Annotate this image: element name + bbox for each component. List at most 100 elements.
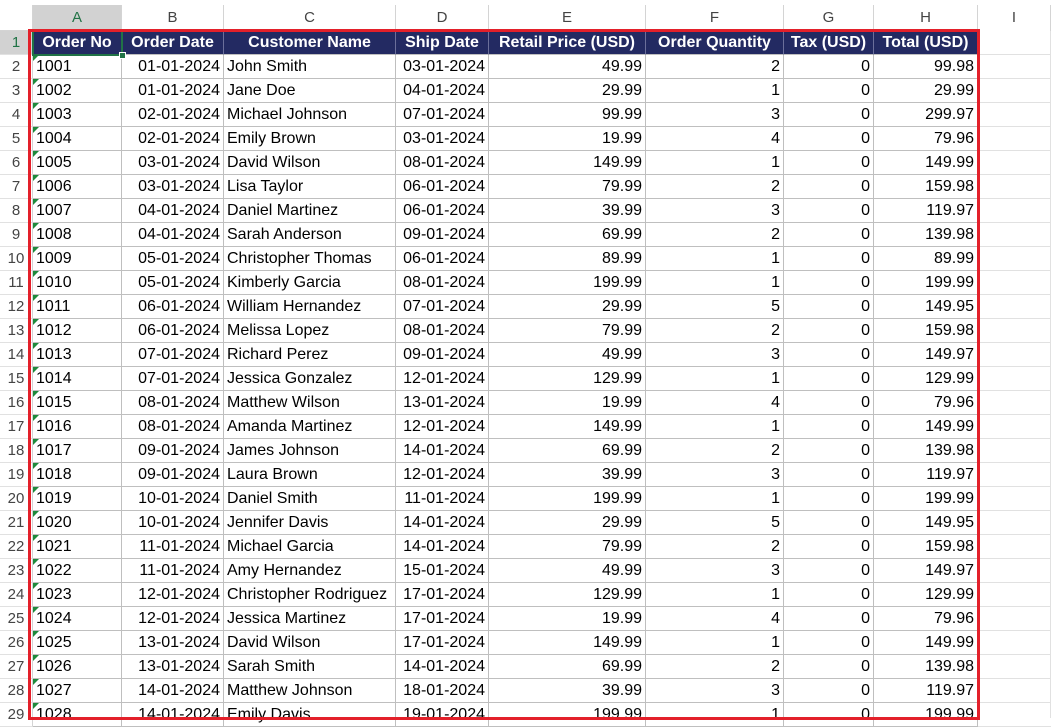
data-cell[interactable]: 12-01-2024	[396, 415, 489, 439]
data-cell[interactable]: 04-01-2024	[122, 223, 224, 247]
empty-cell[interactable]	[978, 679, 1051, 703]
data-cell[interactable]: 79.96	[874, 607, 978, 631]
empty-cell[interactable]	[978, 343, 1051, 367]
data-cell[interactable]: 06-01-2024	[396, 199, 489, 223]
data-cell[interactable]: 0	[784, 151, 874, 175]
empty-cell[interactable]	[978, 103, 1051, 127]
data-cell[interactable]: 1	[646, 247, 784, 271]
data-cell[interactable]: 1021	[33, 535, 122, 559]
data-cell[interactable]: 11-01-2024	[122, 559, 224, 583]
data-cell[interactable]: 14-01-2024	[122, 679, 224, 703]
data-cell[interactable]: 1003	[33, 103, 122, 127]
data-cell[interactable]: 06-01-2024	[396, 175, 489, 199]
data-cell[interactable]: 18-01-2024	[396, 679, 489, 703]
data-cell[interactable]: 149.99	[489, 151, 646, 175]
data-cell[interactable]: 0	[784, 631, 874, 655]
empty-cell[interactable]	[978, 175, 1051, 199]
data-cell[interactable]: 04-01-2024	[122, 199, 224, 223]
data-cell[interactable]: 139.98	[874, 655, 978, 679]
header-cell[interactable]: Total (USD)	[874, 31, 978, 55]
row-header-29[interactable]: 29	[0, 703, 33, 727]
header-cell[interactable]: Order Quantity	[646, 31, 784, 55]
data-cell[interactable]: 3	[646, 679, 784, 703]
column-header-c[interactable]: C	[224, 5, 396, 31]
data-cell[interactable]: 0	[784, 607, 874, 631]
data-cell[interactable]: 03-01-2024	[396, 55, 489, 79]
data-cell[interactable]: 149.99	[489, 415, 646, 439]
data-cell[interactable]: 1025	[33, 631, 122, 655]
data-cell[interactable]: 07-01-2024	[122, 367, 224, 391]
empty-cell[interactable]	[978, 247, 1051, 271]
row-header-13[interactable]: 13	[0, 319, 33, 343]
data-cell[interactable]: 99.98	[874, 55, 978, 79]
data-cell[interactable]: 129.99	[874, 583, 978, 607]
header-cell[interactable]: Order Date	[122, 31, 224, 55]
data-cell[interactable]: Jessica Martinez	[224, 607, 396, 631]
data-cell[interactable]: 06-01-2024	[122, 295, 224, 319]
data-cell[interactable]: 01-01-2024	[122, 55, 224, 79]
row-header-20[interactable]: 20	[0, 487, 33, 511]
row-header-27[interactable]: 27	[0, 655, 33, 679]
data-cell[interactable]: John Smith	[224, 55, 396, 79]
data-cell[interactable]: 14-01-2024	[396, 511, 489, 535]
data-cell[interactable]: 03-01-2024	[396, 127, 489, 151]
row-header-9[interactable]: 9	[0, 223, 33, 247]
row-header-26[interactable]: 26	[0, 631, 33, 655]
data-cell[interactable]: 4	[646, 127, 784, 151]
data-cell[interactable]: 08-01-2024	[396, 151, 489, 175]
empty-cell[interactable]	[978, 631, 1051, 655]
data-cell[interactable]: 5	[646, 295, 784, 319]
row-header-23[interactable]: 23	[0, 559, 33, 583]
data-cell[interactable]: 1007	[33, 199, 122, 223]
data-cell[interactable]: 13-01-2024	[122, 631, 224, 655]
empty-cell[interactable]	[978, 415, 1051, 439]
data-cell[interactable]: 10-01-2024	[122, 487, 224, 511]
data-cell[interactable]: 12-01-2024	[122, 607, 224, 631]
data-cell[interactable]: 14-01-2024	[396, 535, 489, 559]
row-header-11[interactable]: 11	[0, 271, 33, 295]
data-cell[interactable]: 149.99	[874, 415, 978, 439]
data-cell[interactable]: Matthew Wilson	[224, 391, 396, 415]
data-cell[interactable]: 0	[784, 463, 874, 487]
data-cell[interactable]: 1001	[33, 55, 122, 79]
data-cell[interactable]: 1028	[33, 703, 122, 727]
data-cell[interactable]: 13-01-2024	[122, 655, 224, 679]
data-cell[interactable]: 79.96	[874, 391, 978, 415]
data-cell[interactable]: 14-01-2024	[396, 655, 489, 679]
data-cell[interactable]: Daniel Smith	[224, 487, 396, 511]
data-cell[interactable]: 0	[784, 415, 874, 439]
data-cell[interactable]: 49.99	[489, 55, 646, 79]
column-header-i[interactable]: I	[978, 5, 1051, 31]
data-cell[interactable]: 13-01-2024	[396, 391, 489, 415]
empty-cell[interactable]	[978, 31, 1051, 55]
data-cell[interactable]: 2	[646, 319, 784, 343]
empty-cell[interactable]	[978, 463, 1051, 487]
data-cell[interactable]: 0	[784, 223, 874, 247]
data-cell[interactable]: 1010	[33, 271, 122, 295]
data-cell[interactable]: 129.99	[489, 583, 646, 607]
row-header-7[interactable]: 7	[0, 175, 33, 199]
header-cell[interactable]: Retail Price (USD)	[489, 31, 646, 55]
data-cell[interactable]: Jessica Gonzalez	[224, 367, 396, 391]
data-cell[interactable]: 199.99	[874, 487, 978, 511]
data-cell[interactable]: 02-01-2024	[122, 127, 224, 151]
data-cell[interactable]: 12-01-2024	[396, 367, 489, 391]
data-cell[interactable]: 159.98	[874, 175, 978, 199]
data-cell[interactable]: 3	[646, 199, 784, 223]
data-cell[interactable]: 14-01-2024	[396, 439, 489, 463]
row-header-24[interactable]: 24	[0, 583, 33, 607]
data-cell[interactable]: 0	[784, 127, 874, 151]
data-cell[interactable]: 08-01-2024	[396, 319, 489, 343]
data-cell[interactable]: 119.97	[874, 463, 978, 487]
data-cell[interactable]: 3	[646, 343, 784, 367]
row-header-19[interactable]: 19	[0, 463, 33, 487]
data-cell[interactable]: 2	[646, 223, 784, 247]
row-header-14[interactable]: 14	[0, 343, 33, 367]
data-cell[interactable]: 09-01-2024	[122, 463, 224, 487]
column-header-f[interactable]: F	[646, 5, 784, 31]
data-cell[interactable]: 69.99	[489, 655, 646, 679]
row-header-16[interactable]: 16	[0, 391, 33, 415]
data-cell[interactable]: 09-01-2024	[122, 439, 224, 463]
data-cell[interactable]: 5	[646, 511, 784, 535]
data-cell[interactable]: 1	[646, 367, 784, 391]
